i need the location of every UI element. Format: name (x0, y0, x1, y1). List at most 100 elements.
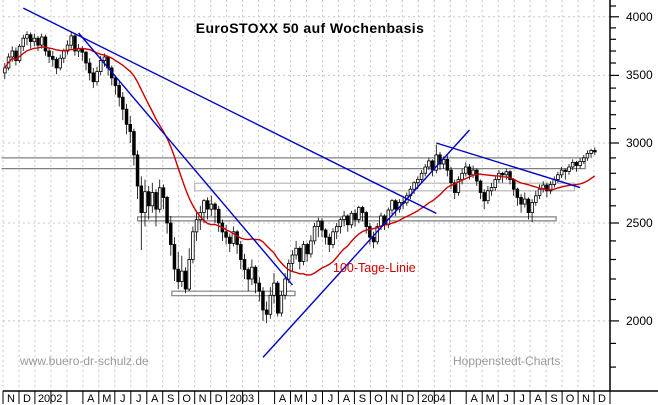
candle-body (36, 37, 40, 46)
x-axis-label-month: A (470, 393, 478, 405)
trendline-downtrend-steep (78, 32, 294, 286)
candle-body (471, 169, 475, 176)
candle-body (54, 59, 59, 69)
candle-body (202, 200, 206, 213)
candle-body (393, 200, 398, 210)
x-axis-label-2004: 2004 (421, 393, 446, 405)
x-axis-label-month: A (534, 393, 542, 405)
candle-body (423, 166, 427, 174)
candle-body (47, 50, 51, 57)
x-axis-label-month: S (167, 393, 175, 405)
candle-body (87, 62, 92, 74)
candle-body (434, 154, 438, 171)
candle-body (128, 124, 132, 132)
candle-body (279, 294, 284, 314)
candle-body (257, 282, 261, 292)
candle-body (305, 244, 309, 255)
candle-body (349, 212, 354, 226)
candle-body (290, 254, 295, 264)
x-axis-label-month: D (598, 393, 606, 405)
x-axis-label-month: A (342, 393, 351, 405)
candle-body (585, 152, 590, 159)
candle-body (28, 34, 33, 43)
candle-body (235, 231, 239, 245)
candle-body (371, 236, 376, 243)
x-axis-label-2003: 2003 (229, 393, 255, 405)
x-axis-label-month: N (390, 393, 399, 405)
candle-body (143, 191, 147, 213)
candle-body (449, 169, 453, 184)
candle-body (467, 166, 472, 176)
candle-body (95, 71, 99, 83)
candle-body (176, 268, 180, 283)
candle-body (194, 219, 199, 233)
candle-body (416, 178, 420, 184)
candle-body (157, 187, 162, 210)
candle-body (427, 160, 431, 168)
candle-body (482, 192, 486, 202)
candle-body (121, 96, 125, 110)
candle-body (73, 35, 77, 52)
x-axis-label-month: N (198, 393, 207, 405)
candle-body (213, 203, 217, 210)
candle-body (25, 34, 29, 39)
candle-body (132, 131, 136, 156)
candle-body (102, 56, 107, 61)
candle-body (69, 35, 74, 46)
candle-body (312, 226, 317, 242)
candle-body (51, 56, 55, 60)
x-axis-label-month: D (406, 393, 415, 405)
candle-body (3, 67, 7, 74)
watermark-author: www.buero-dr-schulz.de (20, 354, 149, 368)
candle-body (187, 259, 191, 290)
candle-body (91, 72, 96, 83)
x-axis-label-month: S (358, 393, 367, 405)
candle-body (559, 169, 564, 176)
y-axis-label-4000: 4000 (626, 9, 653, 24)
x-axis-label-month: O (565, 393, 575, 405)
candle-body (183, 270, 188, 290)
candle-body (139, 185, 143, 214)
x-axis-label-month: A (278, 393, 287, 405)
candle-body (172, 244, 177, 270)
candle-body (272, 282, 276, 296)
candle-body (239, 244, 243, 260)
x-axis-label-month: M (293, 393, 304, 405)
candle-body (331, 231, 335, 245)
candle-body (99, 60, 103, 72)
candle-body (117, 85, 121, 98)
x-axis-label-month: N (582, 393, 591, 405)
watermark-provider: Hoppenstedt-Charts (453, 354, 561, 368)
x-axis-label-month: A (87, 393, 95, 405)
candle-body (504, 171, 509, 176)
candle-body (338, 219, 343, 227)
trendline-uptrend-2003 (262, 129, 471, 358)
candle-body (286, 262, 291, 280)
ma-line-label: 100-Tage-Linie (333, 261, 416, 275)
candle-body (227, 236, 232, 244)
candle-body (570, 161, 575, 168)
candle-body (526, 198, 531, 214)
candle-body (452, 182, 457, 193)
candle-body (316, 220, 320, 227)
candle-body (379, 215, 383, 227)
support-band-resistance-2900 (1, 157, 586, 170)
candle-body (323, 229, 328, 238)
candle-body (360, 207, 365, 213)
candle-body (342, 215, 346, 220)
candle-body (10, 50, 14, 58)
candle-body (216, 208, 221, 224)
candle-body (58, 57, 62, 69)
candle-body (165, 196, 169, 224)
candle-body (345, 215, 350, 226)
x-axis-label-month: J (327, 393, 334, 405)
candle-body (150, 192, 155, 207)
candle-body (545, 184, 549, 192)
candle-body (113, 77, 118, 86)
candle-body (146, 191, 151, 207)
x-axis-label-month: O (374, 393, 383, 405)
x-axis-label-month: S (550, 393, 558, 405)
candle-body (253, 266, 258, 284)
candle-body (519, 196, 523, 205)
candle-body (537, 188, 542, 197)
